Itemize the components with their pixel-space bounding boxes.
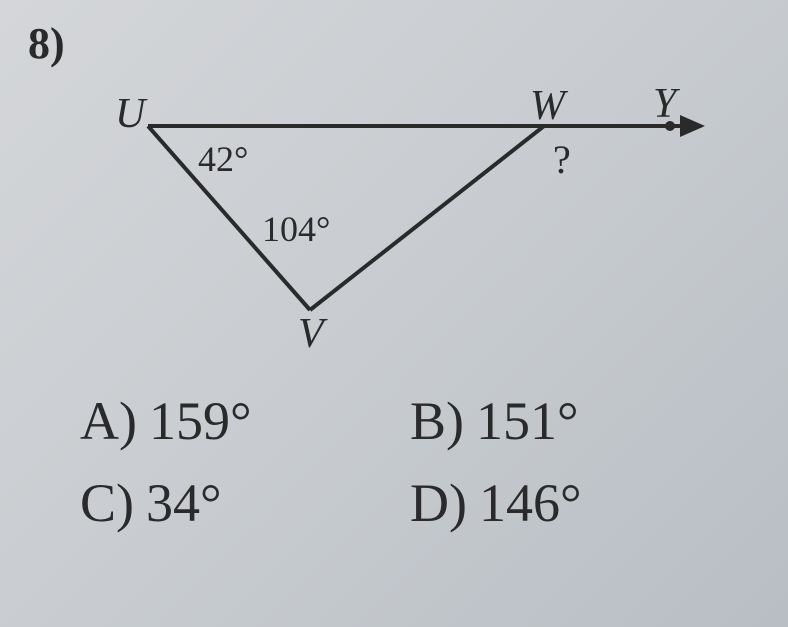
vertex-label-v: V: [298, 310, 324, 358]
answer-letter-c: C): [80, 472, 134, 534]
answer-option-b[interactable]: B)151°: [410, 390, 740, 452]
arrowhead-icon: [680, 115, 705, 137]
answer-value-d: 146°: [479, 473, 582, 533]
answer-value-c: 34°: [146, 473, 222, 533]
angle-label-unknown: ?: [553, 136, 571, 183]
answer-row-2: C)34° D)146°: [80, 472, 740, 534]
answer-letter-a: A): [80, 390, 137, 452]
answer-letter-d: D): [410, 472, 467, 534]
answer-option-c[interactable]: C)34°: [80, 472, 410, 534]
vertex-label-w: W: [530, 82, 565, 130]
question-number: 8): [28, 18, 65, 69]
angle-label-v: 104°: [262, 208, 330, 250]
answer-value-a: 159°: [149, 391, 252, 451]
answer-option-a[interactable]: A)159°: [80, 390, 410, 452]
answer-row-1: A)159° B)151°: [80, 390, 740, 452]
answer-letter-b: B): [410, 390, 464, 452]
vertex-label-y: Y: [653, 80, 676, 128]
geometry-diagram: U W Y V 42° 104° ?: [100, 60, 720, 340]
line-vw: [310, 126, 544, 310]
answer-choices: A)159° B)151° C)34° D)146°: [80, 390, 740, 554]
answer-value-b: 151°: [476, 391, 579, 451]
vertex-label-u: U: [115, 90, 145, 138]
answer-option-d[interactable]: D)146°: [410, 472, 740, 534]
triangle-svg: [100, 60, 720, 340]
angle-label-u: 42°: [198, 138, 248, 180]
